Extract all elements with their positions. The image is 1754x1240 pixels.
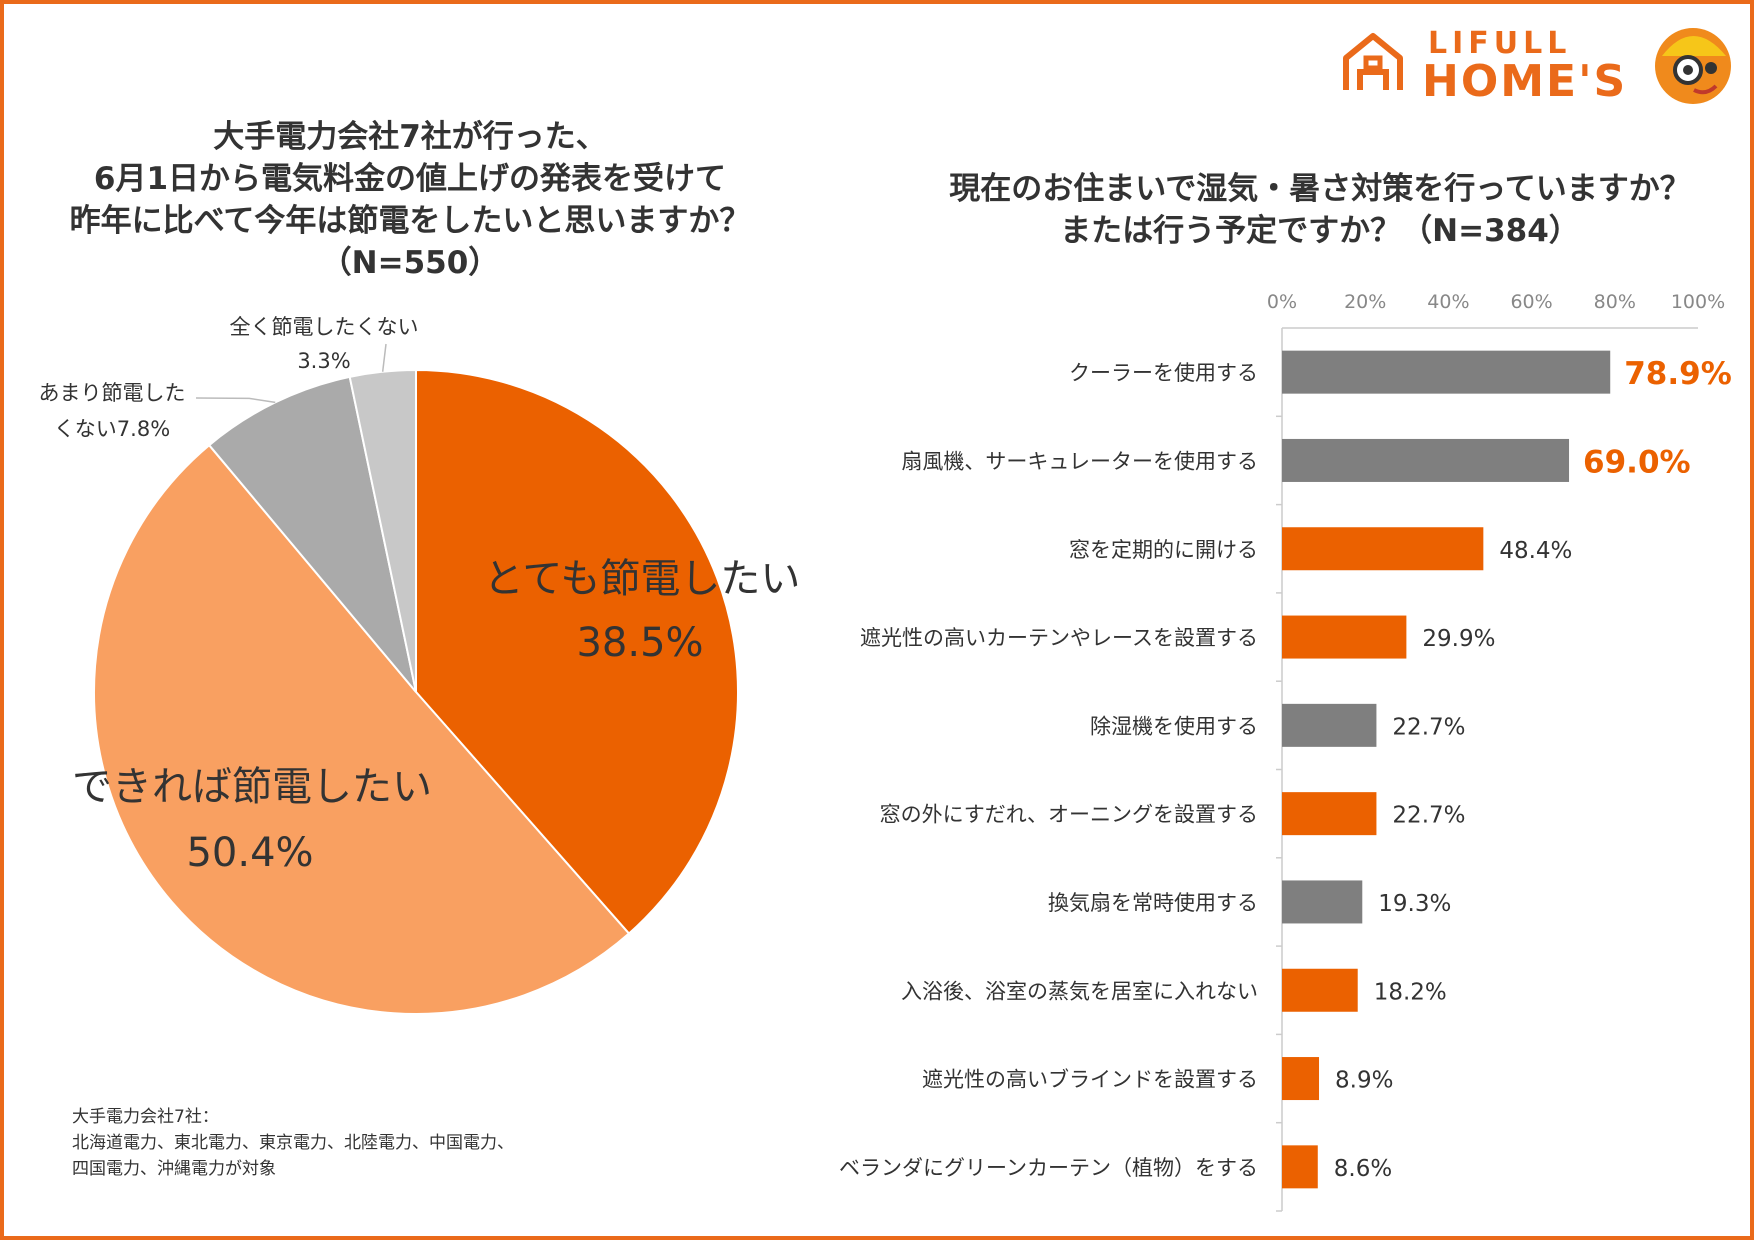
category-label: 除湿機を使用する — [1090, 714, 1258, 738]
pie-slice — [92, 443, 631, 1015]
bar-value-label: 78.9% — [1624, 356, 1732, 392]
left-title-line: （N=550） — [320, 245, 500, 281]
bar — [1282, 703, 1377, 747]
category-label: 扇風機、サーキュレーターを使用する — [901, 449, 1258, 473]
pie-small-label: あまり節電した — [39, 381, 186, 405]
bar-value-label: 8.6% — [1334, 1156, 1392, 1182]
footnote-line: 四国電力、沖縄電力が対象 — [72, 1159, 276, 1179]
category-label: 遮光性の高いブラインドを設置する — [922, 1068, 1258, 1092]
mascot-icon — [1655, 28, 1731, 104]
bar — [1282, 527, 1484, 571]
bar-value-label: 22.7% — [1392, 803, 1465, 829]
category-label: クーラーを使用する — [1069, 361, 1258, 385]
pie-value-label: 50.4% — [186, 830, 313, 876]
x-tick-label: 80% — [1594, 291, 1636, 313]
pie-value-label: 38.5% — [576, 620, 703, 666]
category-label: 換気扇を常時使用する — [1048, 891, 1258, 915]
bar — [1282, 1057, 1320, 1101]
pie-slice — [415, 368, 739, 935]
bar — [1282, 968, 1358, 1012]
pie-label: できれば節電したい — [72, 764, 432, 810]
left-title-line: 昨年に比べて今年は節電をしたいと思いますか？ — [69, 203, 751, 239]
category-label: 窓の外にすだれ、オーニングを設置する — [880, 803, 1258, 827]
bar — [1282, 615, 1407, 659]
right-title-line: または行う予定ですか？（N=384） — [1060, 213, 1580, 249]
bar-value-label: 18.2% — [1374, 979, 1447, 1005]
bar-value-label: 8.9% — [1335, 1068, 1393, 1094]
pie-small-label: くない7.8% — [54, 417, 170, 441]
bar-value-label: 69.0% — [1583, 444, 1691, 480]
brand-top-text: LIFULL — [1428, 26, 1572, 61]
right-chart-title: 現在のお住まいで湿気・暑さ対策を行っていますか？ または行う予定ですか？（N=3… — [900, 168, 1740, 252]
bar — [1282, 1145, 1318, 1189]
bar-value-label: 48.4% — [1499, 538, 1572, 564]
category-label: ベランダにグリーンカーテン（植物）をする — [839, 1156, 1258, 1180]
house-icon — [1343, 33, 1403, 90]
pie-slice — [348, 368, 417, 693]
x-tick-label: 0% — [1267, 291, 1297, 313]
footnote-line: 大手電力会社7社： — [72, 1107, 219, 1127]
x-tick-label: 20% — [1344, 291, 1386, 313]
bar — [1282, 792, 1377, 836]
x-tick-label: 40% — [1427, 291, 1469, 313]
left-chart-title: 大手電力会社7社が行った、 6月1日から電気料金の値上げの発表を受けて 昨年に比… — [40, 116, 780, 284]
pie-label: とても節電したい — [484, 556, 801, 602]
x-tick-label: 60% — [1510, 291, 1552, 313]
x-tick-label: 100% — [1671, 291, 1725, 313]
right-title-line: 現在のお住まいで湿気・暑さ対策を行っていますか？ — [949, 171, 1691, 207]
bar-value-label: 19.3% — [1378, 891, 1451, 917]
bar — [1282, 438, 1570, 482]
bar-value-label: 22.7% — [1392, 714, 1465, 740]
category-label: 入浴後、浴室の蒸気を居室に入れない — [901, 979, 1258, 1003]
leader-line — [381, 343, 387, 372]
brand-main-text: HOME'S — [1422, 56, 1628, 107]
left-title-line: 6月1日から電気料金の値上げの発表を受けて — [93, 161, 727, 197]
pie-slice — [207, 375, 417, 693]
left-title-line: 大手電力会社7社が行った、 — [213, 119, 607, 155]
pie-small-label: 3.3% — [297, 349, 350, 373]
bar — [1282, 350, 1611, 394]
footnote-line: 北海道電力、東北電力、東京電力、北陸電力、中国電力、 — [72, 1133, 514, 1153]
leader-line — [195, 397, 276, 404]
brand-logo: LIFULL HOME'S — [1338, 22, 1738, 112]
bar — [1282, 880, 1363, 924]
category-label: 遮光性の高いカーテンやレースを設置する — [860, 626, 1258, 650]
pie-small-label: 全く節電したくない — [230, 315, 419, 339]
footnote: 大手電力会社7社： 北海道電力、東北電力、東京電力、北陸電力、中国電力、 四国電… — [72, 1104, 514, 1182]
bar-value-label: 29.9% — [1422, 626, 1495, 652]
category-label: 窓を定期的に開ける — [1069, 538, 1258, 562]
